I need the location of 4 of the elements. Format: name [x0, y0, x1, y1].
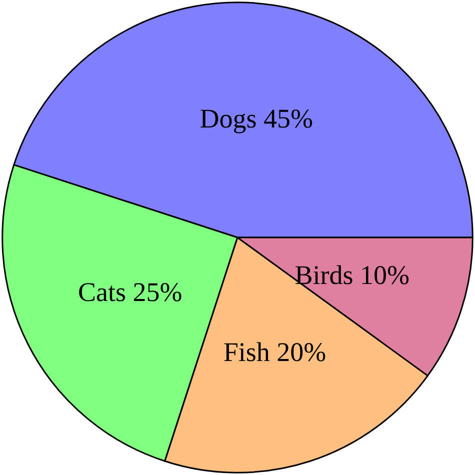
slice-label: Birds 10%	[294, 260, 410, 290]
slice-label: Dogs 45%	[200, 103, 313, 134]
slice-label: Cats 25%	[78, 277, 182, 308]
slice-label: Fish 20%	[223, 337, 326, 368]
